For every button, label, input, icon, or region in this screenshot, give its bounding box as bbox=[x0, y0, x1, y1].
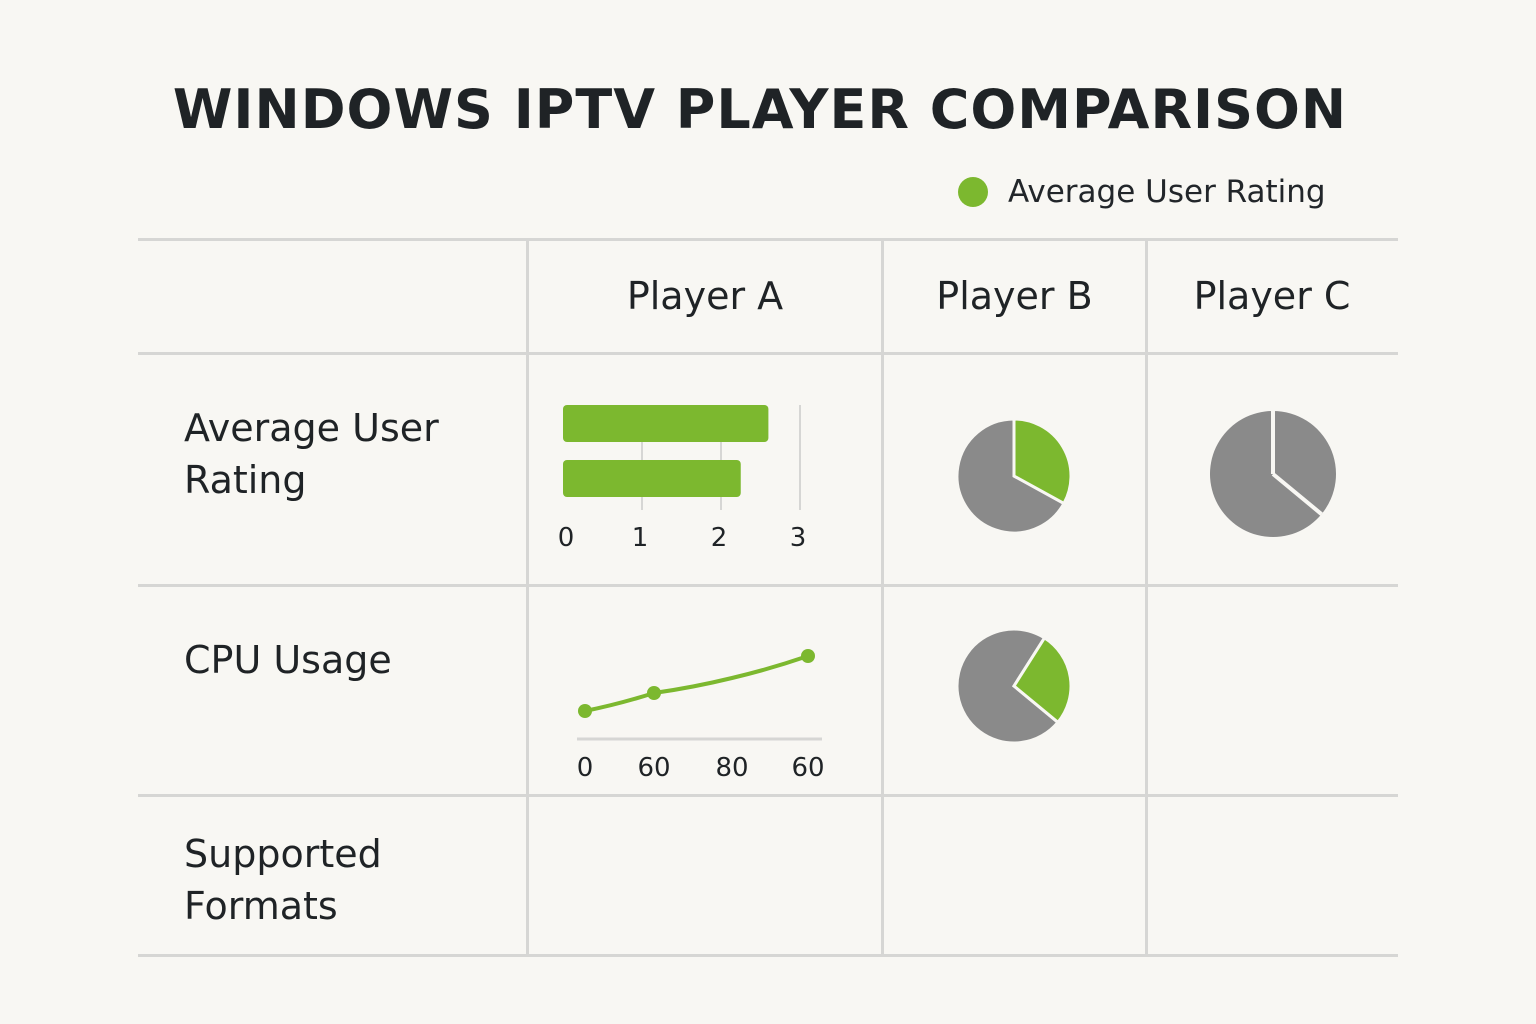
column-header-player-c: Player C bbox=[1193, 274, 1351, 318]
line-point bbox=[801, 649, 815, 663]
line-point bbox=[647, 686, 661, 700]
table-divider-header bbox=[138, 352, 1398, 355]
line-point bbox=[578, 704, 592, 718]
row-label-line: Supported bbox=[184, 832, 382, 876]
column-header-player-a: Player A bbox=[626, 274, 784, 318]
bar bbox=[563, 460, 741, 497]
bar-tick-label: 3 bbox=[790, 523, 807, 553]
legend-label: Average User Rating bbox=[1008, 174, 1326, 210]
player-c-pie-slice-large bbox=[1210, 411, 1322, 537]
row-label-line: Average User bbox=[184, 406, 439, 450]
line-tick-label: 0 bbox=[577, 753, 594, 783]
table-border-top bbox=[138, 238, 1398, 241]
player-c-pie-slice-small bbox=[1273, 411, 1337, 515]
page-title: WINDOWS IPTV PLAYER COMPARISON bbox=[172, 78, 1348, 141]
line-tick-label: 60 bbox=[637, 753, 670, 783]
player-b-cpu-pie-slice-remainder bbox=[955, 627, 1061, 745]
player-b-rating-pie-slice-remainder bbox=[955, 417, 1066, 535]
table-col-divider-2 bbox=[881, 240, 884, 956]
player-b-rating-pie-slice-accent bbox=[1012, 417, 1073, 506]
table-border-bottom bbox=[138, 954, 1398, 957]
legend-dot-icon bbox=[958, 177, 988, 207]
bar-tick-label: 1 bbox=[632, 523, 649, 553]
bar-tick-label: 0 bbox=[558, 523, 575, 553]
row-label-line: Formats bbox=[184, 884, 338, 928]
table-divider-row1 bbox=[138, 584, 1398, 587]
bar bbox=[563, 405, 769, 442]
table-col-divider-1 bbox=[526, 240, 529, 956]
table-col-divider-3 bbox=[1145, 240, 1148, 956]
player-b-cpu-pie-slice-accent bbox=[1012, 635, 1073, 725]
column-header-player-b: Player B bbox=[936, 274, 1093, 318]
bar-tick-label: 2 bbox=[711, 523, 728, 553]
line-tick-label: 80 bbox=[715, 753, 748, 783]
table-divider-row2 bbox=[138, 794, 1398, 797]
row-label-line: Rating bbox=[184, 458, 307, 502]
row-label-supported-formats: Supported Formats bbox=[184, 828, 504, 932]
line-tick-label: 60 bbox=[791, 753, 824, 783]
player-c-pie-gap bbox=[1271, 472, 1323, 516]
row-label-cpu-usage: CPU Usage bbox=[184, 634, 504, 686]
row-label-average-user-rating: Average User Rating bbox=[184, 402, 504, 506]
row-label-line: CPU Usage bbox=[184, 638, 392, 682]
legend: Average User Rating bbox=[958, 172, 1326, 212]
line-series bbox=[583, 654, 810, 713]
